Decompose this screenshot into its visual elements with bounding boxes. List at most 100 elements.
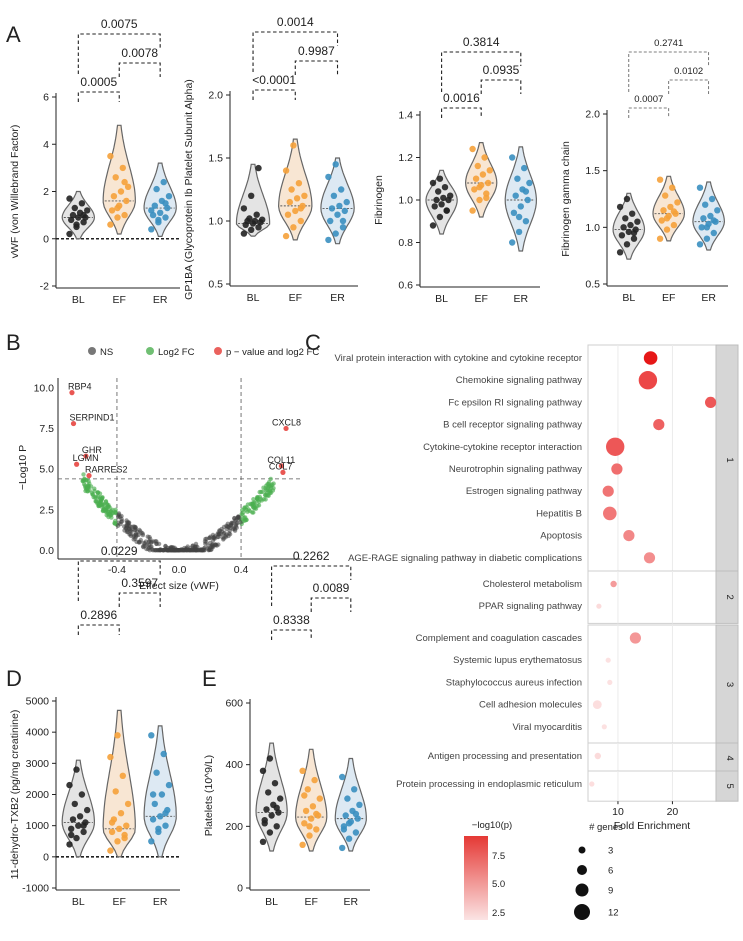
data-point-er: [148, 838, 155, 845]
color-legend-title: −log10(p): [472, 820, 512, 831]
enrichment-dot: [607, 679, 613, 686]
pathway-label: Protein processing in endoplasmic reticu…: [396, 779, 582, 790]
data-point-er: [148, 732, 155, 739]
legend-swatch: [214, 347, 222, 355]
data-point-bl: [436, 175, 444, 182]
data-point-ef: [469, 207, 476, 214]
comparison-bracket: [252, 89, 296, 100]
data-point-bl: [634, 218, 641, 225]
fc-point: [92, 486, 97, 491]
data-point-ef: [112, 174, 119, 181]
panel-label-a: A: [6, 22, 21, 47]
violin-chart-fibrinogen-gamma: 0.5 1.0 1.5 2.0 Fibrinogen gamma chain BL EF ER…: [560, 38, 728, 304]
fc-point: [85, 488, 91, 494]
y-axis-title: Fibrinogen gamma chain: [560, 141, 572, 257]
data-point-er: [524, 196, 531, 204]
ns-point: [163, 543, 168, 549]
comparison-bracket: [118, 62, 161, 77]
fc-point: [266, 484, 272, 489]
data-point-er: [336, 202, 343, 210]
data-point-bl: [616, 249, 624, 256]
size-legend-label: 9: [608, 886, 613, 897]
color-legend-tick: 7.5: [492, 851, 505, 862]
enrichment-dot: [589, 781, 595, 787]
data-point-bl: [71, 800, 79, 808]
x-tick-label: 10: [612, 806, 624, 818]
ns-point: [128, 533, 134, 538]
data-point-er: [521, 164, 528, 172]
data-point-ef: [660, 207, 667, 214]
data-point-bl: [68, 216, 75, 224]
pathway-label: Cholesterol metabolism: [483, 579, 582, 590]
comparison-bracket: [118, 592, 161, 607]
ns-point: [125, 520, 131, 525]
data-point-bl: [80, 828, 87, 836]
data-point-ef: [108, 828, 116, 836]
ns-point: [158, 547, 163, 552]
data-point-ef: [299, 841, 306, 848]
data-point-er: [345, 820, 353, 827]
enrichment-dot: [603, 506, 617, 521]
enrichment-dot: [606, 437, 625, 456]
pathway-label: Hepatitis B: [536, 508, 582, 519]
data-point-er: [339, 224, 347, 231]
data-point-ef: [316, 795, 323, 802]
pathway-label: Staphylococcus aureus infection: [446, 677, 582, 688]
x-tick-label: 20: [667, 806, 679, 818]
data-point-bl: [259, 767, 267, 774]
comparison-bracket: [271, 629, 312, 640]
panel-label-e: E: [202, 666, 217, 691]
data-point-bl: [440, 194, 447, 202]
data-point-bl: [68, 831, 75, 839]
y-tick-label: 1.5: [208, 153, 223, 165]
fc-point: [84, 477, 89, 483]
y-tick-label: 200: [225, 821, 243, 833]
size-legend-dot: [575, 883, 589, 897]
enrichment-dot: [610, 580, 617, 588]
data-point-bl: [266, 755, 274, 762]
data-point-ef: [295, 180, 303, 187]
data-point-ef: [479, 171, 487, 178]
data-point-er: [707, 212, 714, 220]
ns-point: [228, 523, 233, 528]
data-point-bl: [268, 812, 275, 819]
panel-label-b: B: [6, 330, 21, 355]
ns-point: [208, 547, 213, 553]
y-tick-label: 2.0: [208, 90, 223, 102]
y-tick-label: 0.6: [398, 280, 413, 292]
ns-point: [172, 548, 178, 553]
comparison-bracket: [628, 107, 670, 118]
data-point-ef: [486, 167, 493, 174]
data-point-bl: [435, 188, 442, 195]
x-tick-label: ER: [153, 294, 168, 306]
data-point-ef: [311, 776, 318, 784]
x-tick-label: ER: [330, 292, 345, 304]
y-tick-label: 1.0: [585, 222, 600, 234]
ns-point: [209, 544, 214, 549]
fc-point: [84, 485, 89, 490]
data-point-er: [343, 198, 350, 206]
x-tick-label: EF: [289, 292, 302, 304]
ns-point: [133, 527, 138, 532]
fc-point: [268, 476, 273, 482]
color-legend-tick: 5.0: [492, 879, 505, 890]
p-value-label: 0.8338: [273, 613, 310, 627]
y-tick-label: 1.0: [208, 216, 223, 228]
data-point-ef: [284, 211, 292, 218]
fc-point: [93, 494, 99, 499]
fc-point: [270, 482, 275, 487]
data-point-ef: [121, 178, 128, 186]
fc-point: [263, 492, 268, 498]
y-tick-label: 10.0: [34, 382, 55, 394]
enrichment-dot: [653, 419, 665, 431]
fc-point: [112, 518, 118, 524]
data-point-er: [165, 781, 173, 789]
data-point-er: [153, 769, 160, 776]
legend-label: p − value and log2 FC: [226, 347, 319, 358]
fc-point: [261, 497, 266, 502]
data-point-ef: [301, 820, 308, 827]
data-point-er: [162, 822, 169, 829]
comparison-bracket: [628, 51, 710, 92]
size-legend-dot: [574, 904, 590, 920]
p-value-label: 0.0016: [443, 91, 480, 105]
